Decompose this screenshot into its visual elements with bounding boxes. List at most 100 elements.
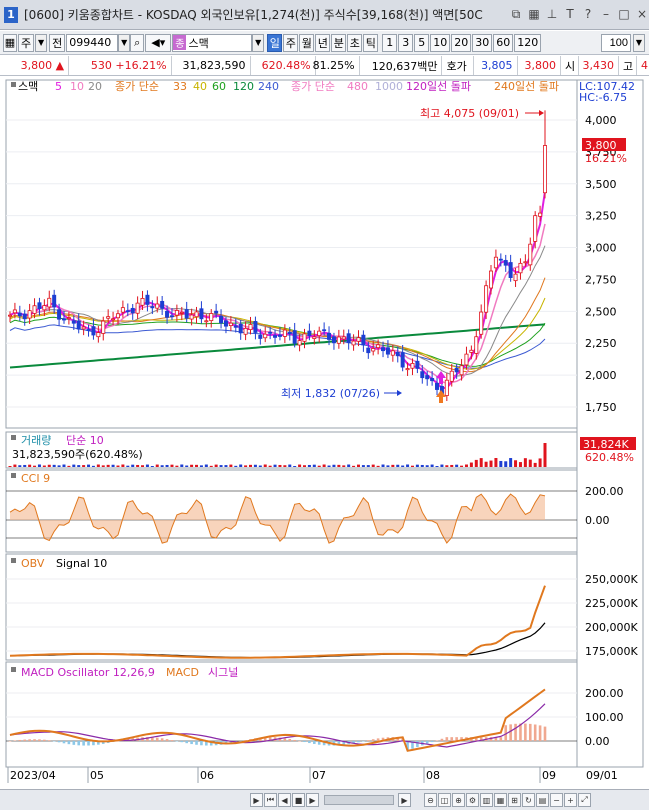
minute-20[interactable]: 20 <box>451 33 472 52</box>
legend-marker-icon <box>11 82 16 87</box>
count-dropdown-icon[interactable]: ▼ <box>633 33 645 52</box>
period-select[interactable]: 주 <box>18 33 35 52</box>
macd-osc-bar <box>72 741 76 745</box>
macd-osc-bar <box>38 739 41 741</box>
timeframe-4[interactable]: 분 <box>331 33 347 52</box>
candle-body <box>194 311 199 318</box>
volume-bar <box>87 464 91 467</box>
plus-icon[interactable]: + <box>564 793 577 807</box>
candle-body <box>513 273 518 282</box>
timeframe-3[interactable]: 년 <box>315 33 331 52</box>
grid-view-icon[interactable]: ▦ <box>494 793 507 807</box>
settings-icon[interactable]: ⚙ <box>466 793 479 807</box>
zoom-in-icon[interactable]: ⊕ <box>452 793 465 807</box>
code-dropdown-icon[interactable]: ▼ <box>118 33 131 52</box>
obv-line <box>9 585 546 659</box>
legend-lc: LC:107.42 <box>579 80 635 93</box>
timeframe-6[interactable]: 틱 <box>363 33 379 52</box>
bar-count-input[interactable] <box>601 33 631 52</box>
timeframe-1[interactable]: 주 <box>283 33 299 52</box>
timeframe-2[interactable]: 월 <box>299 33 315 52</box>
x-tick-label: 06 <box>200 769 214 782</box>
volume-value-line: 31,823,590주(620.48%) <box>12 448 143 461</box>
volume-bar <box>96 464 100 467</box>
search-icon[interactable]: ⌕ <box>130 33 145 52</box>
minus-icon[interactable]: − <box>550 793 563 807</box>
candle-body <box>336 336 341 344</box>
chart-area[interactable]: 스맥 5 10 20 종가 단순 33 40 60 120 240 종가 단순 … <box>0 77 649 789</box>
candle-body <box>331 336 336 344</box>
pin-icon[interactable]: ⊥ <box>546 7 558 21</box>
volume-bar <box>415 464 419 467</box>
grid-icon[interactable]: ▦ <box>528 7 540 21</box>
prev-page-icon[interactable]: ◀ <box>278 793 291 807</box>
first-page-icon[interactable]: ⏮ <box>264 793 277 807</box>
close-icon[interactable]: × <box>636 7 648 21</box>
candle-body <box>81 326 86 330</box>
zoom-fit-icon[interactable]: ◫ <box>438 793 451 807</box>
stock-name-box[interactable]: 종 스맥 <box>172 33 253 52</box>
restore-icon[interactable]: ⧉ <box>511 6 521 21</box>
bid-price: 3,800 <box>518 56 562 75</box>
volume-bar <box>342 465 346 467</box>
volume-bar <box>356 464 360 467</box>
text-icon[interactable]: T <box>566 7 574 21</box>
crosshair-icon[interactable]: ⊞ <box>508 793 521 807</box>
candle-body <box>474 336 479 354</box>
y-axis-area <box>576 79 644 768</box>
window-title: [0600] 키움종합차트 - KOSDAQ 외국인보유[1,274(천)] 주… <box>24 8 483 22</box>
volume-bar <box>28 464 32 467</box>
stock-code-input[interactable] <box>66 33 119 52</box>
minute-1[interactable]: 1 <box>382 33 398 52</box>
volume-box-label: 31,824K <box>583 438 629 451</box>
volume-bar <box>293 465 297 467</box>
bar-chart-icon[interactable]: ▥ <box>480 793 493 807</box>
minute-30[interactable]: 30 <box>472 33 493 52</box>
macd-osc-bar <box>396 737 400 741</box>
speaker-icon[interactable]: ◀▾ <box>145 33 172 52</box>
minute-120[interactable]: 120 <box>514 33 542 52</box>
chevron-down-icon[interactable]: ▼ <box>35 33 48 52</box>
next-page-icon[interactable]: ▶ <box>306 793 319 807</box>
macd-osc-bar <box>18 739 22 741</box>
stop-icon[interactable]: ■ <box>292 793 305 807</box>
chart-scrollbar[interactable] <box>324 795 394 805</box>
grid-toggle-icon[interactable]: ▦ <box>3 33 17 52</box>
candle-body <box>165 310 170 318</box>
volume-bar <box>57 465 61 467</box>
candle-body <box>454 367 459 373</box>
timeframe-0[interactable]: 일 <box>267 33 283 52</box>
zoom-out-icon[interactable]: ⊖ <box>424 793 437 807</box>
expand-icon[interactable]: ⤢ <box>578 793 591 807</box>
chart-svg[interactable]: 스맥 5 10 20 종가 단순 33 40 60 120 240 종가 단순 … <box>0 77 649 789</box>
name-dropdown-icon[interactable]: ▼ <box>252 33 265 52</box>
step-back-icon[interactable]: ▶ <box>250 793 263 807</box>
candle-body <box>381 347 386 352</box>
minimize-icon[interactable]: – <box>603 7 609 21</box>
candle-body <box>91 326 96 336</box>
volume-bar <box>440 464 444 467</box>
layout-icon[interactable]: ▤ <box>536 793 549 807</box>
refresh-icon[interactable]: ↻ <box>522 793 535 807</box>
candle-body <box>150 306 155 309</box>
legend-hc: HC:-6.75 <box>579 91 627 104</box>
prev-button[interactable]: 전 <box>49 33 66 52</box>
minute-60[interactable]: 60 <box>493 33 514 52</box>
volume-bar <box>145 464 149 467</box>
candle-body <box>464 353 469 366</box>
candle-body <box>292 330 297 344</box>
help-icon[interactable]: ? <box>584 7 592 21</box>
minute-5[interactable]: 5 <box>414 33 430 52</box>
minute-10[interactable]: 10 <box>430 33 451 52</box>
minute-3[interactable]: 3 <box>398 33 414 52</box>
candle-body <box>449 370 454 382</box>
scroll-right-icon[interactable]: ▶ <box>398 793 411 807</box>
maximize-icon[interactable]: □ <box>618 7 630 21</box>
minute-group: 1 3 5 10 20 30 60 120 <box>382 33 542 52</box>
volume-legend: 거래량 단순 10 31,823,590주(620.48%) <box>11 434 143 461</box>
price-tick: 2,000 <box>585 369 617 382</box>
price-legend: 스맥 5 10 20 종가 단순 33 40 60 120 240 종가 단순 … <box>11 79 635 104</box>
timeframe-5[interactable]: 초 <box>347 33 363 52</box>
macd-osc-bar <box>342 741 346 745</box>
arrow-right-icon <box>539 110 544 116</box>
